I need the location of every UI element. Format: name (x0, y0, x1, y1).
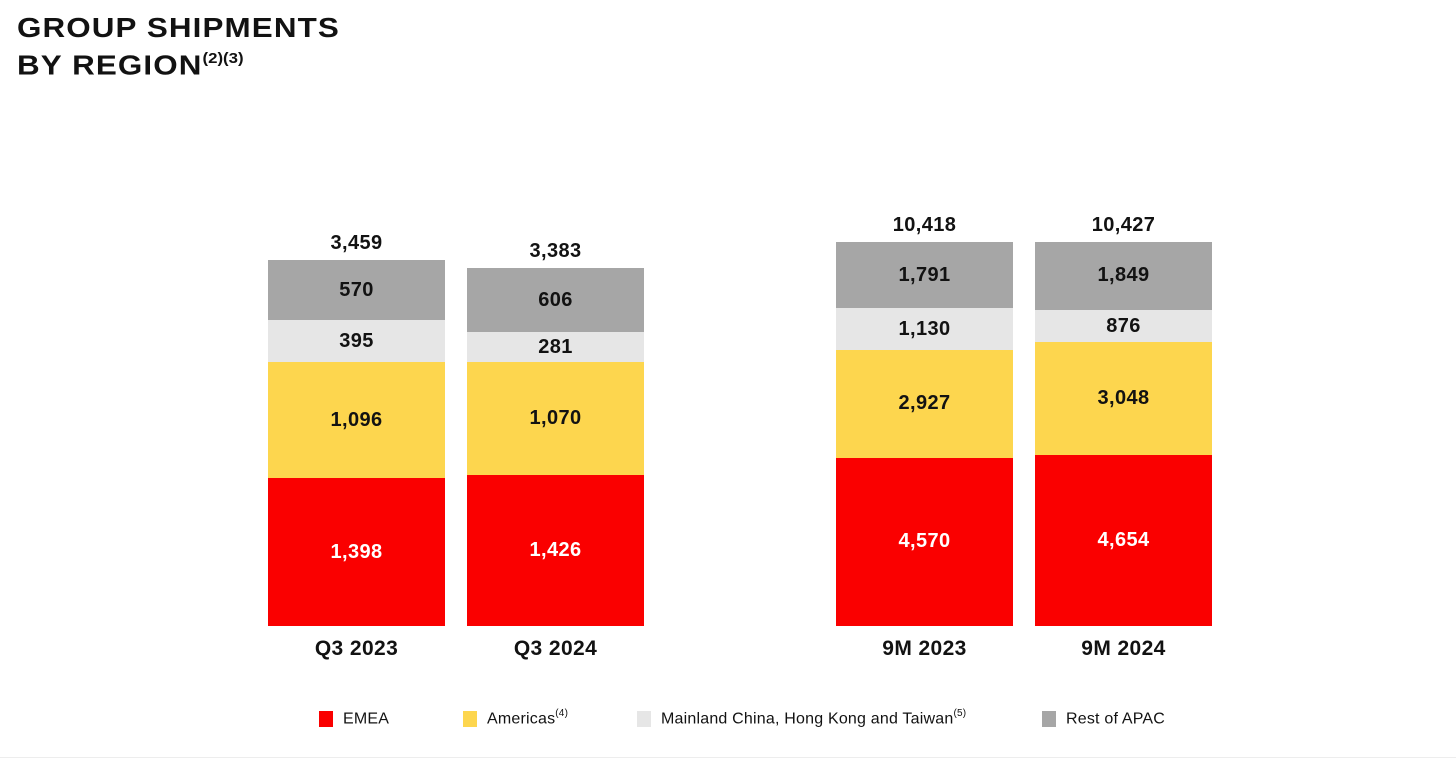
legend-label-americas: Americas(4) (487, 708, 569, 728)
legend-label-china-hk-taiwan: Mainland China, Hong Kong and Taiwan(5) (661, 708, 967, 728)
segment-value-label: 2,927 (898, 392, 951, 415)
segment-value-label: 395 (339, 329, 374, 352)
legend-swatch-china-hk-taiwan (637, 711, 651, 727)
stacked-bar-9m-2024: 4,654 3,048 876 1,849 (1035, 241, 1212, 626)
bar-total-label: 3,459 (330, 232, 383, 254)
segment-mainland-china-hong-kong-and-taiwan: 1,130 (836, 308, 1013, 350)
legend-swatch-americas (463, 711, 477, 727)
segment-value-label: 1,096 (330, 408, 383, 431)
legend-label-americas-text: Americas (487, 710, 556, 728)
title-line-2-text: BY REGION (17, 49, 203, 81)
segment-americas: 2,927 (836, 349, 1013, 458)
segment-value-label: 4,570 (898, 530, 951, 553)
segment-americas: 3,048 (1035, 342, 1212, 455)
segment-value-label: 1,849 (1097, 264, 1150, 287)
legend-label-rest-of-apac-text: Rest of APAC (1066, 710, 1166, 728)
segment-value-label: 4,654 (1097, 528, 1150, 551)
segment-value-label: 1,070 (529, 407, 582, 430)
legend-label-americas-sup: (4) (555, 708, 569, 720)
legend: EMEA Americas(4) Mainland China, Hong Ko… (0, 705, 1456, 733)
stacked-bar-q3-2023: 1,398 1,096 395 570 (268, 260, 445, 626)
legend-label-china-hk-taiwan-sup: (5) (953, 708, 967, 720)
legend-item-rest-of-apac: Rest of APAC (1042, 705, 1165, 733)
segment-value-label: 1,398 (330, 540, 383, 563)
segment-emea: 1,398 (268, 478, 445, 626)
title-superscript: (2)(3) (202, 50, 244, 67)
legend-swatch-rest-of-apac (1042, 711, 1056, 727)
bar-total-label: 10,427 (1091, 214, 1156, 236)
segment-value-label: 1,791 (898, 263, 951, 286)
segment-rest-of-apac: 570 (268, 260, 445, 321)
segment-value-label: 1,130 (898, 317, 951, 340)
segment-emea: 1,426 (467, 475, 644, 626)
segment-mainland-china-hong-kong-and-taiwan: 281 (467, 332, 644, 362)
legend-label-emea: EMEA (343, 709, 389, 728)
bar-category-label: Q3 2024 (513, 637, 598, 660)
legend-label-china-hk-taiwan-text: Mainland China, Hong Kong and Taiwan (661, 710, 954, 728)
page-title: GROUP SHIPMENTS BY REGION(2)(3) (17, 12, 340, 81)
segment-value-label: 876 (1106, 314, 1141, 337)
bar-total-label: 3,383 (529, 240, 582, 262)
title-line-2: BY REGION(2)(3) (17, 44, 340, 81)
legend-item-americas: Americas(4) (463, 705, 568, 733)
segment-mainland-china-hong-kong-and-taiwan: 395 (268, 320, 445, 363)
legend-item-emea: EMEA (319, 705, 389, 733)
segment-americas: 1,096 (268, 362, 445, 479)
segment-emea: 4,654 (1035, 454, 1212, 626)
stacked-bar-9m-2023: 4,570 2,927 1,130 1,791 (836, 242, 1013, 626)
legend-item-china-hk-taiwan: Mainland China, Hong Kong and Taiwan(5) (637, 705, 966, 733)
bar-category-label: Q3 2023 (314, 637, 399, 660)
segment-value-label: 281 (538, 335, 573, 358)
segment-americas: 1,070 (467, 361, 644, 476)
title-line-1: GROUP SHIPMENTS (17, 12, 340, 43)
bar-category-label: 9M 2023 (882, 637, 967, 660)
bar-category-label: 9M 2024 (1081, 637, 1166, 660)
segment-rest-of-apac: 1,791 (836, 242, 1013, 309)
legend-label-rest-of-apac: Rest of APAC (1066, 709, 1165, 728)
legend-swatch-emea (319, 711, 333, 727)
segment-emea: 4,570 (836, 457, 1013, 626)
segment-value-label: 1,426 (529, 539, 582, 562)
segment-mainland-china-hong-kong-and-taiwan: 876 (1035, 310, 1212, 343)
bar-total-label: 10,418 (892, 214, 957, 237)
segment-rest-of-apac: 606 (467, 268, 644, 333)
legend-label-emea-text: EMEA (343, 710, 390, 728)
segment-value-label: 606 (538, 288, 573, 311)
segment-rest-of-apac: 1,849 (1035, 241, 1212, 311)
bottom-divider (0, 757, 1456, 758)
stacked-bar-q3-2024: 1,426 1,070 281 606 (467, 268, 644, 626)
segment-value-label: 570 (339, 278, 374, 301)
segment-value-label: 3,048 (1097, 386, 1150, 409)
